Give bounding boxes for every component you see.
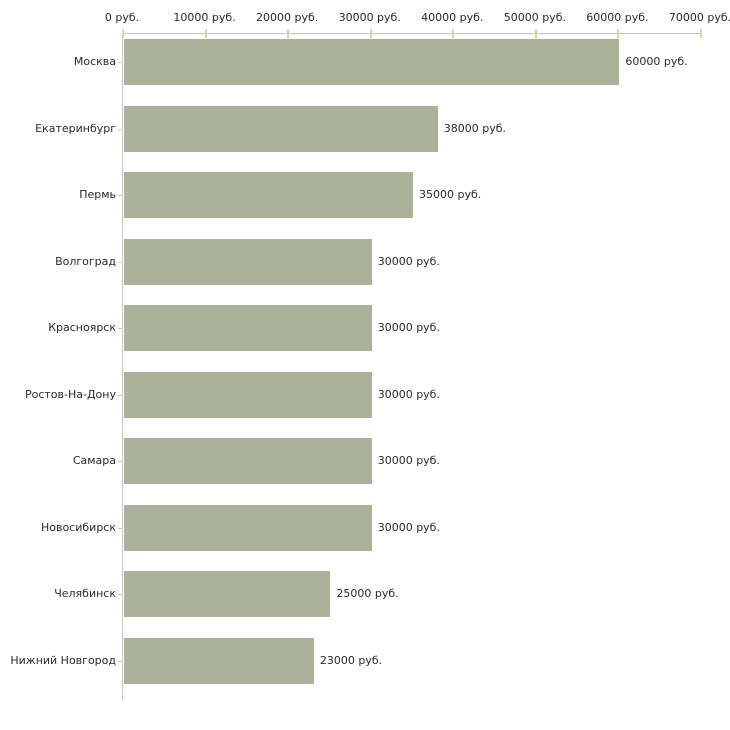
value-label: 38000 руб. [443,121,507,135]
y-tick-mark [118,328,123,329]
bar [124,438,372,484]
bar [124,371,372,418]
category-label: Москва [73,55,116,68]
x-tick-label: 60000 руб. [586,11,649,24]
x-tick-label: 30000 руб. [338,11,401,24]
bar [124,105,438,152]
x-tick-mark [534,29,537,38]
bar-row: Нижний Новгород 23000 руб. [10,628,700,695]
y-tick-mark [118,461,123,462]
y-tick-mark [118,594,123,595]
x-tick-label: 40000 руб. [421,11,484,24]
category-label: Новосибирск [40,520,116,534]
plot-area: Москва 60000 руб. Екатеринбург 38000 руб. Пе… [10,29,702,700]
x-tick-mark [452,29,455,38]
bar [124,504,372,551]
y-tick-mark [118,660,123,662]
bar [124,305,372,351]
bar-row: Екатеринбург 38000 руб. [35,96,700,163]
category-label: Нижний Новгород [10,653,116,667]
x-tick-mark [700,29,702,38]
x-tick-mark [287,29,290,38]
bar-row: Пермь 35000 руб. [79,162,700,229]
x-tick-label: 10000 руб. [173,11,236,24]
category-label: Самара [72,454,116,467]
y-tick-mark [118,394,123,396]
bar [124,571,331,617]
bar-row: Новосибирск 30000 руб. [41,495,700,562]
category-label: Челябинск [54,587,116,600]
value-label: 25000 руб. [336,587,399,600]
x-axis: 0 руб. 10000 руб. 20000 руб. 30000 руб. 4000… [0,0,730,33]
y-tick-mark [118,261,123,263]
bar-row: Челябинск 25000 руб. [54,561,700,628]
value-label: 30000 руб. [377,321,440,334]
value-label: 30000 руб. [377,520,440,534]
value-label: 30000 руб. [377,454,440,467]
category-label: Волгоград [55,254,116,268]
x-tick-mark [122,29,124,38]
y-tick-mark [118,195,123,196]
x-tick-label: 20000 руб. [256,11,319,24]
value-label: 60000 руб. [625,55,688,68]
bar-row: Москва 60000 руб. [74,29,700,96]
bar-row: Волгоград 30000 руб. [55,229,700,296]
value-label: 35000 руб. [419,188,482,201]
category-label: Пермь [79,188,116,201]
x-tick-mark [369,29,372,38]
x-tick-mark [204,29,207,38]
value-label: 30000 руб. [377,387,440,401]
bar [124,172,413,218]
category-label: Красноярск [48,321,116,334]
value-label: 30000 руб. [377,254,440,268]
category-label: Екатеринбург [35,121,116,135]
y-tick-mark [118,128,123,130]
bar [124,637,314,684]
x-tick-label: 70000 руб. [668,11,730,24]
y-tick-mark [118,527,123,529]
bar-rows: Москва 60000 руб. Екатеринбург 38000 руб. Пе… [10,29,700,695]
x-tick-label: 50000 руб. [503,11,566,24]
bar [124,238,372,285]
bar-row: Ростов-На-Дону 30000 руб. [25,362,700,429]
value-label: 23000 руб. [319,653,383,667]
y-tick-mark [118,62,123,63]
bar-row: Красноярск 30000 руб. [48,295,700,362]
x-tick-mark [617,29,620,38]
x-tick-label: 0 руб. [104,11,140,24]
bar [124,39,620,85]
category-label: Ростов-На-Дону [24,387,116,401]
bar-row: Самара 30000 руб. [73,428,700,495]
